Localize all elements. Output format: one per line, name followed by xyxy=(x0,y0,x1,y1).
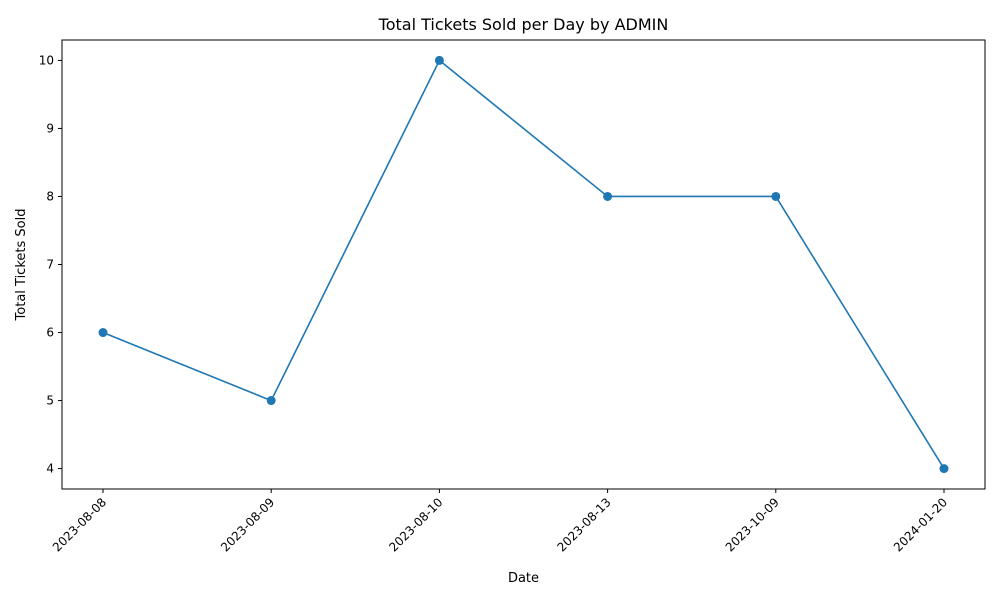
y-axis-label: Total Tickets Sold xyxy=(14,209,29,322)
data-point xyxy=(939,464,949,474)
y-tick-label: 5 xyxy=(46,394,54,408)
x-tick-label: 2023-08-13 xyxy=(555,495,614,554)
x-axis: 2023-08-08 2023-08-09 2023-08-10 2023-08-13… xyxy=(50,489,950,554)
y-tick-label: 8 xyxy=(46,189,54,203)
y-axis: 4 5 6 7 8 9 10 xyxy=(39,53,62,476)
x-tick-label: 2023-08-09 xyxy=(218,495,277,554)
x-tick-label: 2023-08-10 xyxy=(386,495,445,554)
data-point xyxy=(434,55,444,65)
y-tick-label: 4 xyxy=(46,462,54,476)
chart-title: Total Tickets Sold per Day by ADMIN xyxy=(378,15,669,34)
x-tick-label: 2024-01-20 xyxy=(891,495,950,554)
data-point xyxy=(603,191,613,201)
y-tick-label: 10 xyxy=(39,53,54,67)
y-tick-label: 6 xyxy=(46,326,54,340)
plot-frame xyxy=(61,39,986,490)
series-polyline xyxy=(102,59,945,470)
x-tick-label: 2023-08-08 xyxy=(50,495,109,554)
y-tick-label: 7 xyxy=(46,258,54,272)
x-axis-label: Date xyxy=(508,571,539,586)
y-tick-label: 9 xyxy=(46,121,54,135)
data-point xyxy=(98,328,108,338)
data-point xyxy=(266,396,276,406)
data-point xyxy=(771,191,781,201)
series-line xyxy=(98,55,949,474)
x-tick-label: 2023-10-09 xyxy=(723,495,782,554)
